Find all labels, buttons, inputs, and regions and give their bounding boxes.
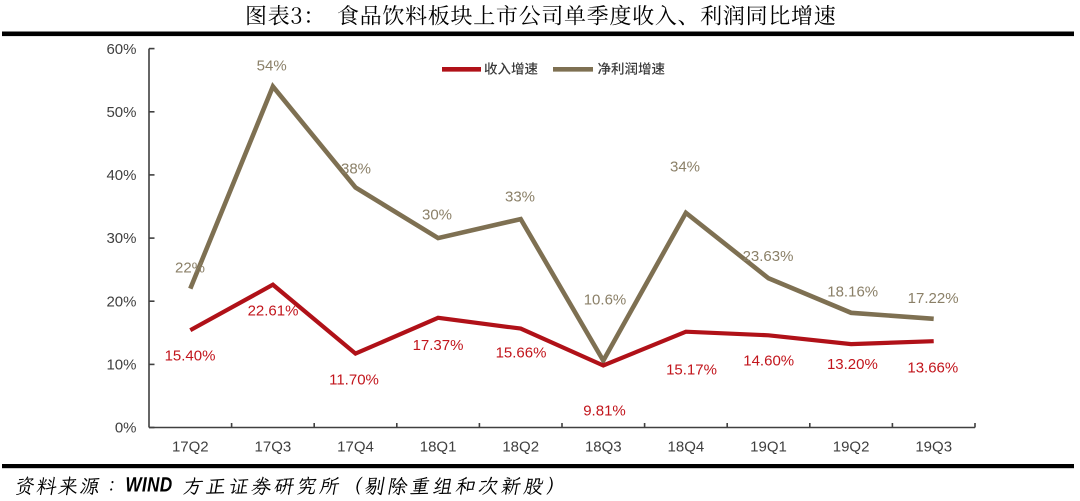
svg-text:15.66%: 15.66% — [496, 345, 547, 362]
svg-text:17Q4: 17Q4 — [337, 439, 374, 456]
svg-text:50%: 50% — [106, 104, 136, 121]
svg-text:15.40%: 15.40% — [165, 347, 216, 364]
svg-text:60%: 60% — [106, 41, 136, 58]
svg-text:10%: 10% — [106, 357, 136, 374]
svg-text:13.66%: 13.66% — [907, 359, 958, 376]
svg-text:33%: 33% — [505, 188, 535, 205]
svg-text:54%: 54% — [257, 57, 287, 74]
svg-text:23.63%: 23.63% — [743, 248, 794, 265]
svg-text:34%: 34% — [670, 158, 700, 175]
svg-text:38%: 38% — [341, 160, 371, 177]
svg-text:18Q3: 18Q3 — [585, 439, 622, 456]
svg-text:40%: 40% — [106, 167, 136, 184]
svg-text:18Q4: 18Q4 — [668, 439, 705, 456]
svg-text:18Q1: 18Q1 — [420, 439, 457, 456]
svg-text:17.22%: 17.22% — [908, 290, 959, 307]
svg-text:20%: 20% — [106, 293, 136, 310]
svg-text:13.20%: 13.20% — [827, 356, 878, 373]
svg-text:18.16%: 18.16% — [827, 283, 878, 300]
svg-text:17.37%: 17.37% — [413, 337, 464, 354]
svg-text:9.81%: 9.81% — [583, 402, 626, 419]
svg-text:17Q2: 17Q2 — [172, 439, 209, 456]
svg-text:22.61%: 22.61% — [248, 302, 299, 319]
svg-text:15.17%: 15.17% — [666, 361, 717, 378]
svg-text:30%: 30% — [422, 206, 452, 223]
svg-text:10.6%: 10.6% — [584, 291, 627, 308]
svg-text:22%: 22% — [175, 259, 205, 276]
svg-text:0%: 0% — [115, 420, 137, 437]
svg-text:19Q3: 19Q3 — [915, 439, 952, 456]
svg-text:19Q1: 19Q1 — [750, 439, 787, 456]
svg-text:19Q2: 19Q2 — [833, 439, 870, 456]
svg-text:11.70%: 11.70% — [329, 372, 379, 389]
svg-text:30%: 30% — [106, 230, 136, 247]
svg-text:17Q3: 17Q3 — [255, 439, 292, 456]
svg-text:18Q2: 18Q2 — [502, 439, 539, 456]
svg-text:14.60%: 14.60% — [743, 352, 794, 369]
